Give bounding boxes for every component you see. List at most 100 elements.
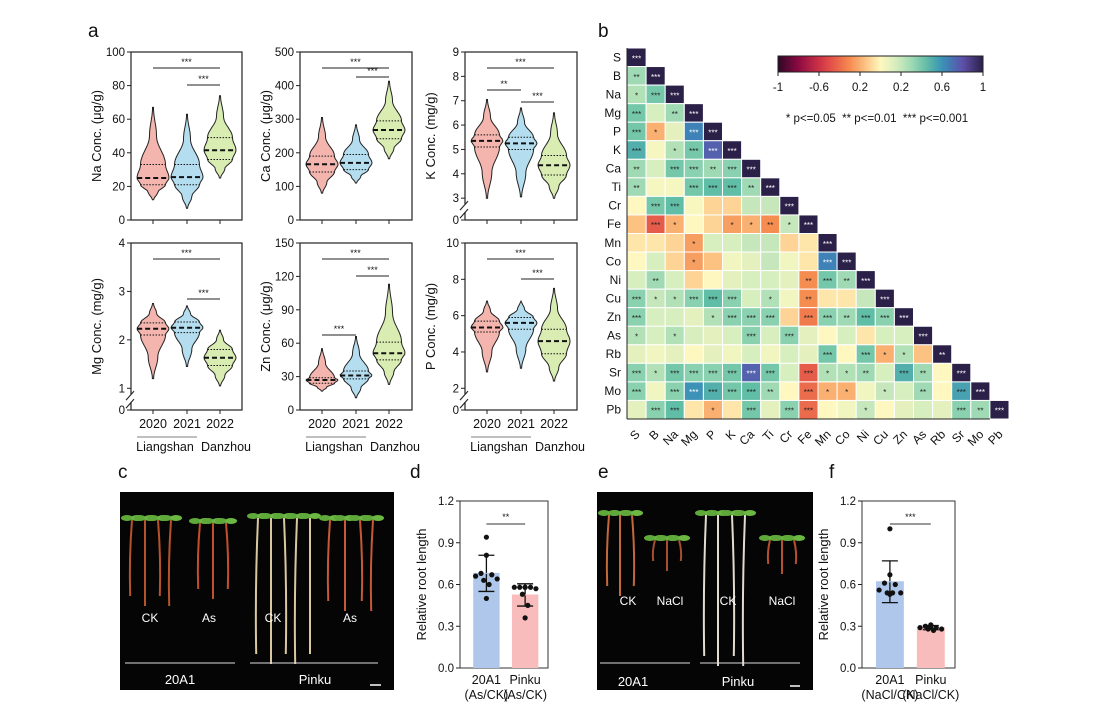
- y-tick-label: 0.6: [438, 580, 454, 592]
- axis-break-mark: [459, 208, 469, 219]
- cell-significance: ***: [727, 314, 736, 323]
- seedling-leaf: [678, 535, 690, 541]
- x-tick-sublabel: (As/CK): [465, 688, 509, 702]
- heatmap-cell-Cr-P: [702, 195, 724, 216]
- cell-significance: **: [633, 184, 639, 193]
- row-label-Rb: Rb: [606, 347, 622, 361]
- bar-Pinku: [511, 594, 539, 668]
- cell-significance: ***: [727, 370, 736, 379]
- heatmap-cell-As-Mn: [817, 325, 838, 346]
- y-tick-label: 5: [453, 144, 459, 156]
- cell-significance: *: [845, 370, 848, 379]
- column-label-As: As: [909, 427, 929, 447]
- significance-legend: * p<=0.05 ** p<=0.01 *** p<=0.001: [786, 113, 968, 125]
- group-label: Liangshan: [305, 440, 363, 454]
- heatmap-cell-Rb-Fe: [798, 344, 819, 364]
- violin-chart-1: 0 100 200 300 400 500 Ca Conc. (μg/g) *** ***: [258, 47, 413, 227]
- seedling-leaf: [202, 518, 214, 524]
- data-point: [494, 576, 500, 582]
- y-tick-label: 2: [119, 335, 125, 347]
- seedling-root: [283, 517, 288, 655]
- row-label-Zn: Zn: [607, 310, 621, 324]
- cell-significance: ***: [861, 314, 870, 323]
- cell-significance: *: [635, 333, 638, 342]
- heatmap-cell-Rb-P: [702, 344, 724, 364]
- seedling-leaf: [121, 515, 133, 521]
- y-axis-label: Relative root length: [816, 528, 831, 640]
- significance-label: ***: [367, 66, 378, 76]
- cell-significance: ***: [785, 203, 794, 212]
- cell-significance: *: [826, 388, 829, 397]
- data-point: [527, 584, 534, 590]
- violin-2020: [305, 117, 339, 194]
- cell-significance: ***: [689, 128, 698, 137]
- heatmap-cell-Mn-Ca: [741, 233, 762, 253]
- heatmap-cell-Cu-Cr: [779, 288, 800, 309]
- treatment-label: CK: [142, 611, 159, 625]
- y-tick-label: 0.0: [438, 663, 454, 675]
- significance-label: ***: [515, 57, 526, 67]
- heatmap-cell-As-Co: [836, 325, 857, 346]
- x-tick-label: 2021: [507, 417, 535, 431]
- cell-significance: **: [710, 166, 716, 175]
- column-label-P: P: [704, 427, 720, 443]
- cell-significance: ***: [689, 370, 698, 379]
- heatmap-cell-Mn-B: [645, 233, 666, 253]
- heatmap-cell-Rb-S: [626, 344, 647, 364]
- heatmap-cell-Co-P: [702, 251, 724, 272]
- seedling-root: [702, 514, 707, 657]
- cell-significance: ***: [746, 314, 755, 323]
- heatmap-cell-Mn-K: [722, 233, 743, 253]
- row-label-K: K: [613, 143, 621, 157]
- significance-label: ***: [367, 265, 378, 275]
- violin-2020: [136, 303, 170, 380]
- data-point: [486, 581, 492, 588]
- colorbar-tick-label: 0.6: [934, 82, 950, 94]
- seedling-leaf: [707, 510, 719, 516]
- data-point: [892, 581, 898, 588]
- seedling-leaf: [309, 513, 321, 519]
- significance-label: ***: [350, 57, 361, 67]
- cell-significance: ***: [804, 407, 813, 416]
- panel-label-a: a: [88, 21, 99, 42]
- y-axis-label: K Conc. (mg/g): [423, 92, 438, 179]
- significance-label: ***: [334, 324, 345, 334]
- heatmap-cell-Rb-Mg: [683, 344, 704, 364]
- heatmap-cell-As-P: [702, 325, 724, 346]
- cell-significance: ***: [670, 166, 679, 175]
- treatment-label: NaCl: [657, 594, 684, 608]
- cell-significance: **: [633, 166, 639, 175]
- seedling-leaf: [695, 510, 707, 516]
- y-tick-label: 150: [275, 238, 294, 250]
- violin-2022: [372, 80, 406, 160]
- cell-significance: ***: [651, 221, 660, 230]
- seedling-leaf: [247, 513, 259, 519]
- heatmap-cell-K-B: [645, 140, 666, 160]
- cell-significance: ***: [746, 388, 755, 397]
- correlation-heatmap: S ***B ** ***Na * *** ***Mg *** ** ***P *** * *** ***…: [604, 47, 1010, 449]
- cell-significance: ***: [689, 110, 698, 119]
- data-point: [473, 573, 479, 579]
- cell-significance: *: [730, 221, 733, 230]
- cell-significance: ***: [651, 407, 660, 416]
- cell-significance: ***: [651, 73, 660, 82]
- heatmap-cell-Ni-S: [626, 270, 647, 290]
- heatmap-cell-Fe-P: [702, 214, 724, 234]
- y-tick-label: 500: [275, 47, 294, 59]
- bar-chart-7: 0.0 0.3 0.6 0.9 1.2 Relative root length 20A1(…: [414, 496, 549, 702]
- cell-significance: *: [826, 370, 829, 379]
- heatmap-cell-Zn-Cr: [779, 307, 800, 327]
- violin-2022: [372, 283, 406, 385]
- row-label-Cr: Cr: [608, 199, 621, 213]
- cell-significance: ***: [689, 147, 698, 156]
- heatmap-cell-Sr-Rb: [932, 362, 953, 383]
- y-tick-label: 4: [119, 238, 126, 250]
- seedling-leaf: [793, 535, 805, 541]
- heatmap-cell-As-B: [645, 325, 666, 346]
- column-label-Mo: Mo: [965, 427, 987, 449]
- y-tick-label: 80: [112, 81, 125, 93]
- row-label-S: S: [613, 50, 621, 64]
- cell-significance: *: [711, 314, 714, 323]
- significance-label: **: [500, 79, 508, 89]
